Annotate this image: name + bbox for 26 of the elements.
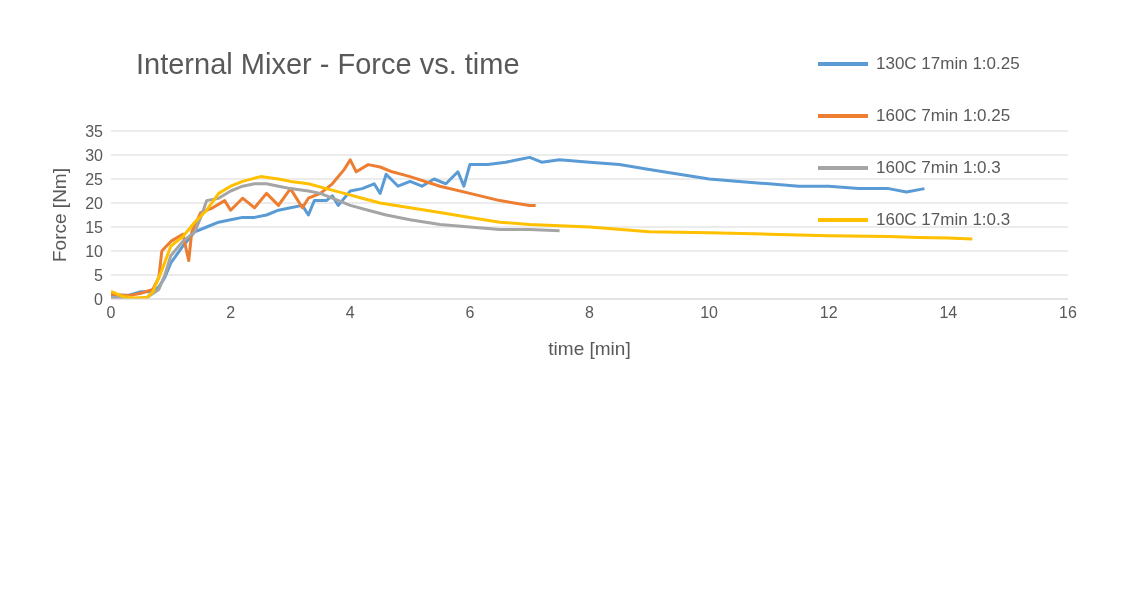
x-tick-label: 14 <box>939 304 958 322</box>
line-series <box>111 175 974 299</box>
line-series <box>111 182 562 299</box>
legend-label: 160C 7min 1:0.3 <box>876 158 1001 178</box>
y-tick-label: 30 <box>85 146 104 164</box>
chart-title: Internal Mixer - Force vs. time <box>136 48 520 81</box>
y-axis-title: Force [Nm] <box>48 168 70 262</box>
x-tick-label: 10 <box>700 304 719 322</box>
x-tick-label: 2 <box>226 304 236 322</box>
x-tick-label: 4 <box>345 304 355 322</box>
y-tick-label: 0 <box>94 290 104 308</box>
legend-label: 160C 7min 1:0.25 <box>876 106 1011 126</box>
y-tick-label: 15 <box>85 218 104 236</box>
x-tick-label: 16 <box>1059 304 1077 322</box>
y-tick-label: 10 <box>85 242 104 260</box>
x-tick-label: 0 <box>106 304 116 322</box>
legend-label: 160C 17min 1:0.3 <box>876 210 1011 230</box>
x-tick-label: 6 <box>465 304 475 322</box>
x-tick-label: 12 <box>819 304 838 322</box>
y-tick-label: 20 <box>85 194 104 212</box>
y-tick-label: 25 <box>85 170 104 188</box>
x-tick-label: 8 <box>585 304 595 322</box>
legend-label: 130C 17min 1:0.25 <box>876 54 1020 74</box>
y-tick-label: 35 <box>85 122 104 140</box>
y-tick-label: 5 <box>94 266 104 284</box>
x-axis-title: time [min] <box>548 338 631 359</box>
